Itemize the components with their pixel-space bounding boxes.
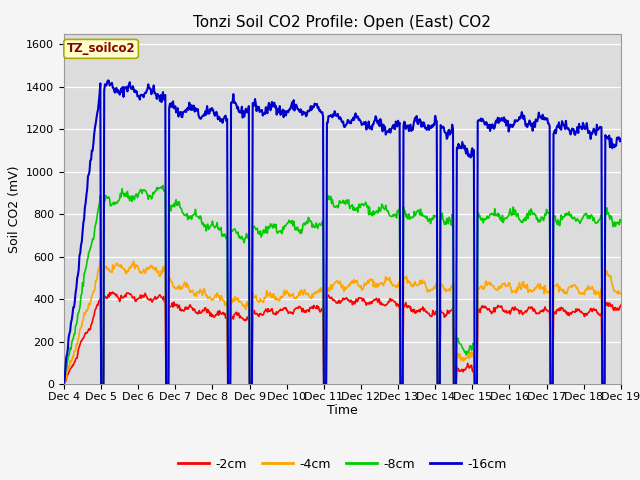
- Y-axis label: Soil CO2 (mV): Soil CO2 (mV): [8, 165, 20, 252]
- X-axis label: Time: Time: [327, 405, 358, 418]
- Text: TZ_soilco2: TZ_soilco2: [67, 42, 136, 55]
- Legend: -2cm, -4cm, -8cm, -16cm: -2cm, -4cm, -8cm, -16cm: [173, 453, 512, 476]
- Title: Tonzi Soil CO2 Profile: Open (East) CO2: Tonzi Soil CO2 Profile: Open (East) CO2: [193, 15, 492, 30]
